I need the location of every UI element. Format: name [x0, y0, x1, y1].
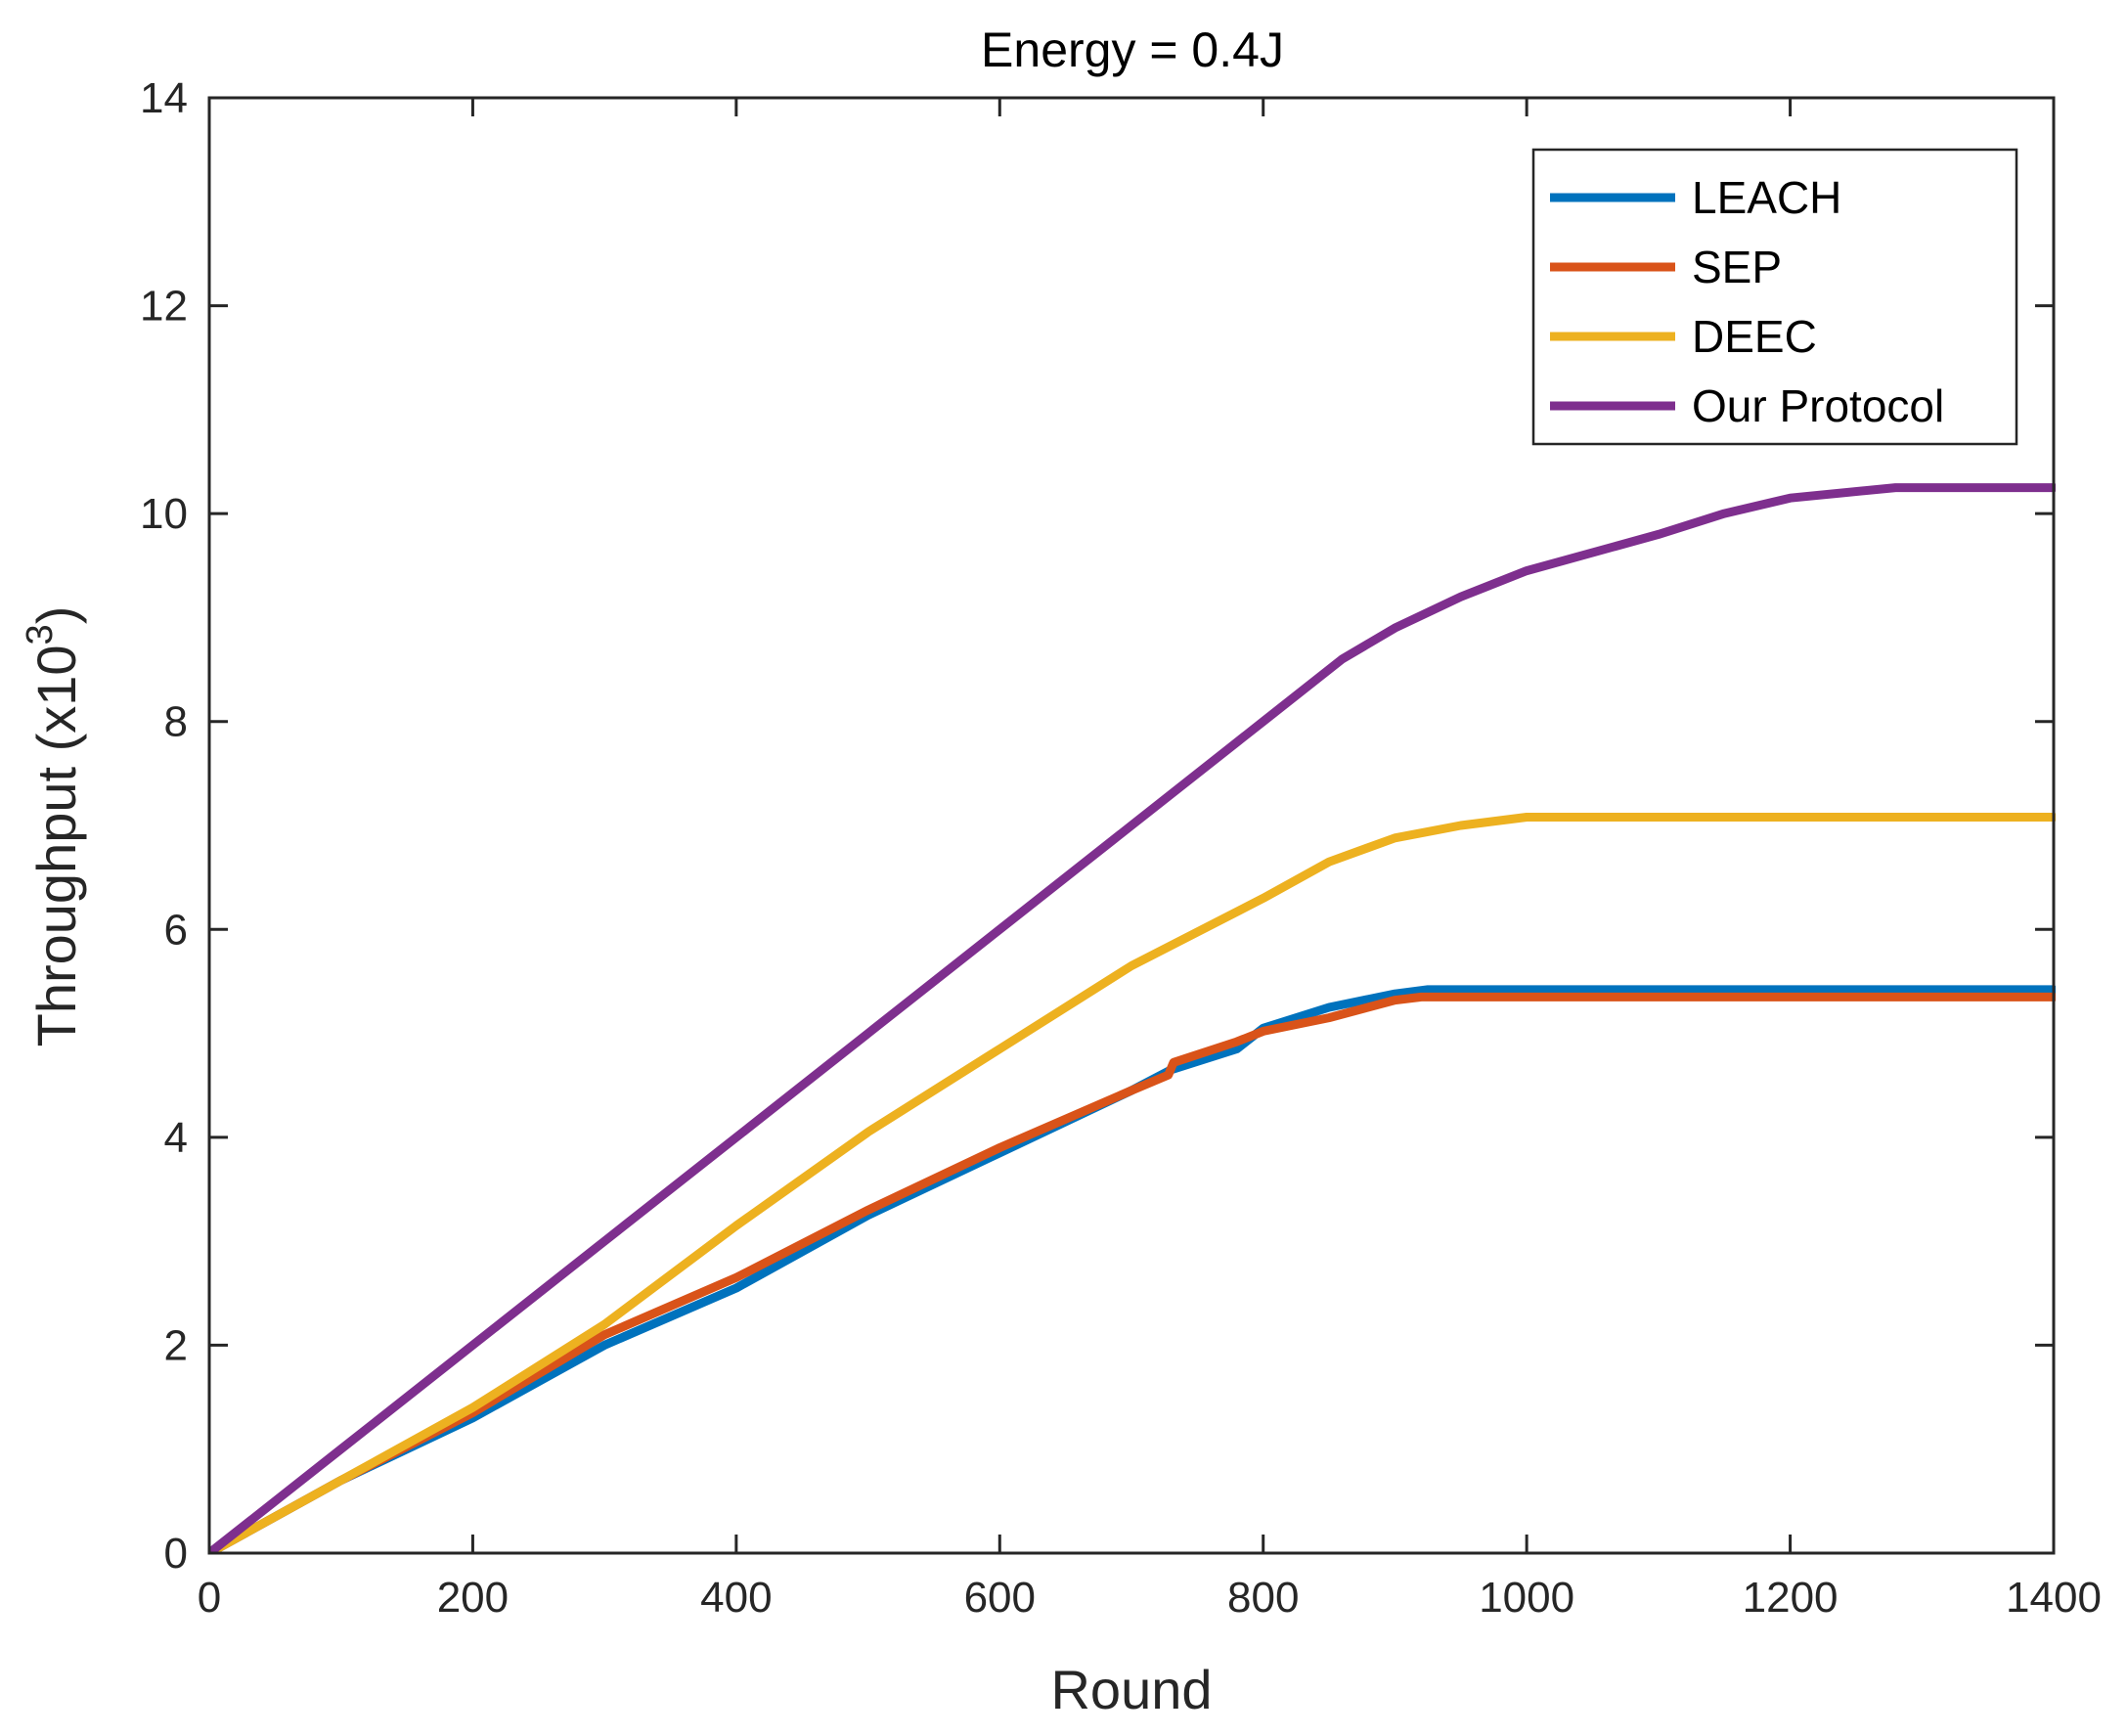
y-axis-label-close: ) [25, 606, 87, 625]
x-tick-label: 200 [437, 1574, 509, 1622]
x-tick-label: 1200 [1743, 1574, 1839, 1622]
series-line-deec [208, 813, 2056, 1554]
y-axis: 0 2 4 6 8 10 12 14 [140, 74, 2054, 1578]
y-tick-label: 10 [140, 490, 188, 538]
y-tick-label: 6 [164, 906, 188, 954]
y-tick-label: 8 [164, 698, 188, 746]
x-tick-label: 600 [964, 1574, 1036, 1622]
x-tick-label: 1000 [1479, 1574, 1574, 1622]
legend-label-leach: LEACH [1692, 172, 1841, 223]
chart-title: Energy = 0.4J [981, 22, 1284, 77]
x-tick-label: 1400 [2006, 1574, 2102, 1622]
x-axis: 0 200 400 600 800 1000 1200 1400 [198, 98, 2102, 1622]
x-tick-label: 400 [700, 1574, 772, 1622]
series-line-our-protocol [208, 483, 2056, 1554]
y-tick-label: 12 [140, 283, 188, 331]
y-axis-label-main: Throughput (x10 [25, 645, 87, 1046]
legend: LEACH SEP DEEC Our Protocol [1531, 148, 2018, 446]
y-axis-label-superscript: 3 [20, 624, 61, 645]
legend-label-our-protocol: Our Protocol [1692, 380, 1944, 431]
series-line-leach [208, 985, 2056, 1554]
legend-label-deec: DEEC [1692, 311, 1817, 362]
series-line-sep [208, 992, 2056, 1554]
y-tick-label: 2 [164, 1321, 188, 1369]
plot-area-frame [207, 96, 2056, 1555]
y-axis-label: Throughput (x103) [20, 606, 87, 1047]
x-axis-label: Round [1050, 1659, 1212, 1720]
legend-label-sep: SEP [1692, 242, 1782, 292]
x-tick-label: 800 [1227, 1574, 1299, 1622]
x-tick-label: 0 [198, 1574, 221, 1622]
series-layer [208, 483, 2056, 1554]
y-tick-label: 14 [140, 74, 188, 122]
y-tick-label: 4 [164, 1114, 188, 1162]
y-tick-label: 0 [164, 1530, 188, 1578]
svg-text:Throughput (x103): Throughput (x103) [20, 606, 87, 1047]
